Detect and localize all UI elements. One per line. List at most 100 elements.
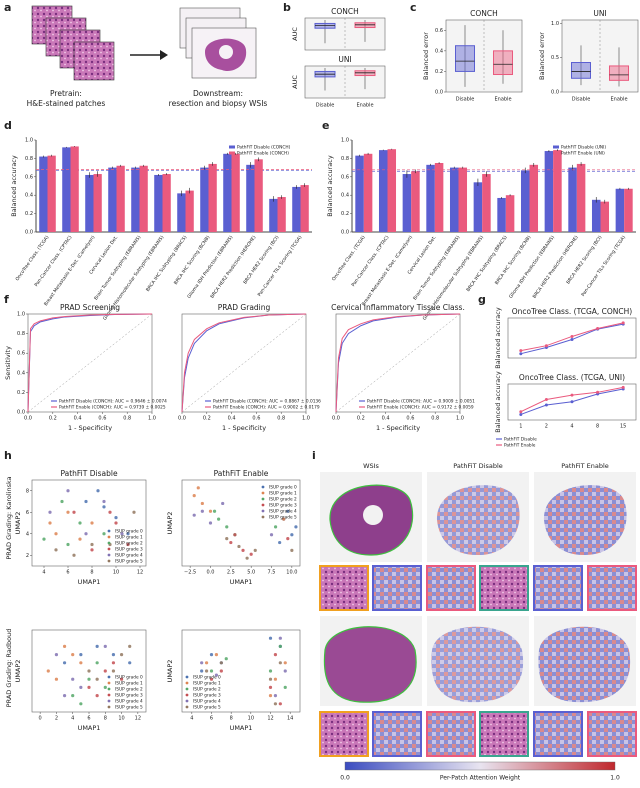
bar xyxy=(277,197,286,232)
bar xyxy=(139,165,148,232)
point xyxy=(62,694,67,698)
bar xyxy=(458,167,468,232)
bar xyxy=(246,164,255,232)
point xyxy=(225,537,229,541)
x-tick-label: 0.2 xyxy=(357,416,365,422)
legend-swatch xyxy=(107,547,111,551)
x-tick-label: Pan-Cancer Class. (CPTAC) xyxy=(34,234,74,287)
chart-title: Cervical Inflammatory Tissue Class. xyxy=(331,303,465,312)
bar xyxy=(131,167,140,232)
point xyxy=(95,694,99,698)
point xyxy=(111,661,116,665)
bar xyxy=(505,195,515,232)
y-axis-label: UMAP2 xyxy=(14,660,22,683)
line xyxy=(181,313,307,413)
y-tick-label: 0.4 xyxy=(435,48,443,54)
legend-label: ISUP grade 3 xyxy=(269,503,297,509)
panel-label: a xyxy=(4,1,11,14)
chart-title: PRAD Screening xyxy=(60,303,120,312)
x-tick-label: BRCA IHC Subtyping (BRACS) xyxy=(145,234,189,293)
bar xyxy=(254,159,263,232)
row-label: PRAD Grading: Karolinska xyxy=(5,476,13,559)
plot-frame xyxy=(181,313,307,413)
legend-label: ISUP grade 5 xyxy=(269,515,297,521)
legend-swatch xyxy=(107,535,111,539)
bar xyxy=(600,201,610,232)
legend-label: ISUP grade 0 xyxy=(269,485,297,491)
y-tick-label: 0.6 xyxy=(435,28,443,34)
x-tick-label: 8 xyxy=(104,716,107,722)
point xyxy=(596,390,600,394)
legend-label: ISUP grade 3 xyxy=(115,693,143,699)
legend-label: ISUP grade 2 xyxy=(115,687,143,693)
y-axis-label: UMAP2 xyxy=(14,512,22,535)
x-tick-label: 2.5 xyxy=(227,570,235,576)
point xyxy=(214,653,219,657)
y-tick-label: 0.0 xyxy=(435,90,443,96)
point xyxy=(200,501,204,506)
point xyxy=(273,694,278,698)
plot-frame xyxy=(335,313,461,413)
x-tick-label: 2 xyxy=(55,716,58,722)
point xyxy=(544,344,548,348)
y-tick-label: 0.8 xyxy=(341,156,349,162)
colorbar-label: 0.0 xyxy=(340,775,350,782)
line xyxy=(335,313,461,413)
point xyxy=(54,532,58,536)
point xyxy=(214,673,219,677)
legend-swatch xyxy=(107,675,111,679)
point xyxy=(200,661,204,665)
x-tick-label: 1.0 xyxy=(148,416,156,422)
bar xyxy=(70,146,79,232)
x-axis-label: UMAP1 xyxy=(230,578,253,586)
y-axis-label: Balanced accuracy xyxy=(494,307,502,369)
legend-label: ISUP grade 3 xyxy=(193,693,221,699)
bar xyxy=(223,153,232,232)
point xyxy=(200,669,204,673)
line xyxy=(181,313,307,413)
x-tick-label: Disable xyxy=(572,97,591,103)
bar xyxy=(449,167,459,232)
legend-label: ISUP grade 2 xyxy=(115,541,143,547)
y-tick-label: 4 xyxy=(26,531,29,537)
point xyxy=(217,517,221,521)
point xyxy=(286,509,290,513)
y-tick-label: 0.6 xyxy=(25,174,33,180)
panel-label: h xyxy=(4,449,12,462)
y-tick-label: 1.0 xyxy=(551,21,559,27)
point xyxy=(237,544,241,549)
point xyxy=(62,661,67,665)
x-tick-label: Glioma IDH Prediction (EBRAINS) xyxy=(186,234,234,299)
x-tick-label: 0.4 xyxy=(74,416,82,422)
point xyxy=(128,644,132,649)
bar xyxy=(231,153,240,232)
x-tick-label: Pan-Cancer TILs Scoring (TCGA) xyxy=(257,234,304,297)
plot-frame xyxy=(507,383,637,421)
panel-label: e xyxy=(322,119,329,132)
y-tick-label: 0.2 xyxy=(17,390,25,396)
line xyxy=(27,313,153,413)
point xyxy=(119,653,124,657)
point xyxy=(208,521,213,525)
y-axis-label: Balanced error xyxy=(422,32,430,80)
legend-swatch xyxy=(185,675,189,679)
point xyxy=(282,517,286,521)
y-tick-label: 0.0 xyxy=(25,230,33,236)
x-tick-label: 4 xyxy=(71,716,74,722)
bar xyxy=(185,190,194,232)
point xyxy=(290,533,294,537)
x-tick-label: Disable xyxy=(316,103,335,109)
point xyxy=(72,553,76,557)
y-axis-label: Balanced accuracy xyxy=(10,155,18,217)
legend-label: PathFiT Enable (CONCH) xyxy=(237,151,289,157)
legend-label: PathFiT Enable (CONCH): AUC = 0.9002 ± 0… xyxy=(213,405,320,411)
panel-i-art xyxy=(319,472,637,771)
x-tick-label: 0 xyxy=(39,716,42,722)
point xyxy=(111,669,116,673)
legend-label: PathFiT Enable (UNI) xyxy=(561,151,605,157)
point xyxy=(79,685,83,690)
x-tick-label: 0.0 xyxy=(178,416,186,422)
x-tick-label: 8 xyxy=(230,716,233,722)
chance-line xyxy=(27,313,153,413)
point xyxy=(278,636,282,640)
